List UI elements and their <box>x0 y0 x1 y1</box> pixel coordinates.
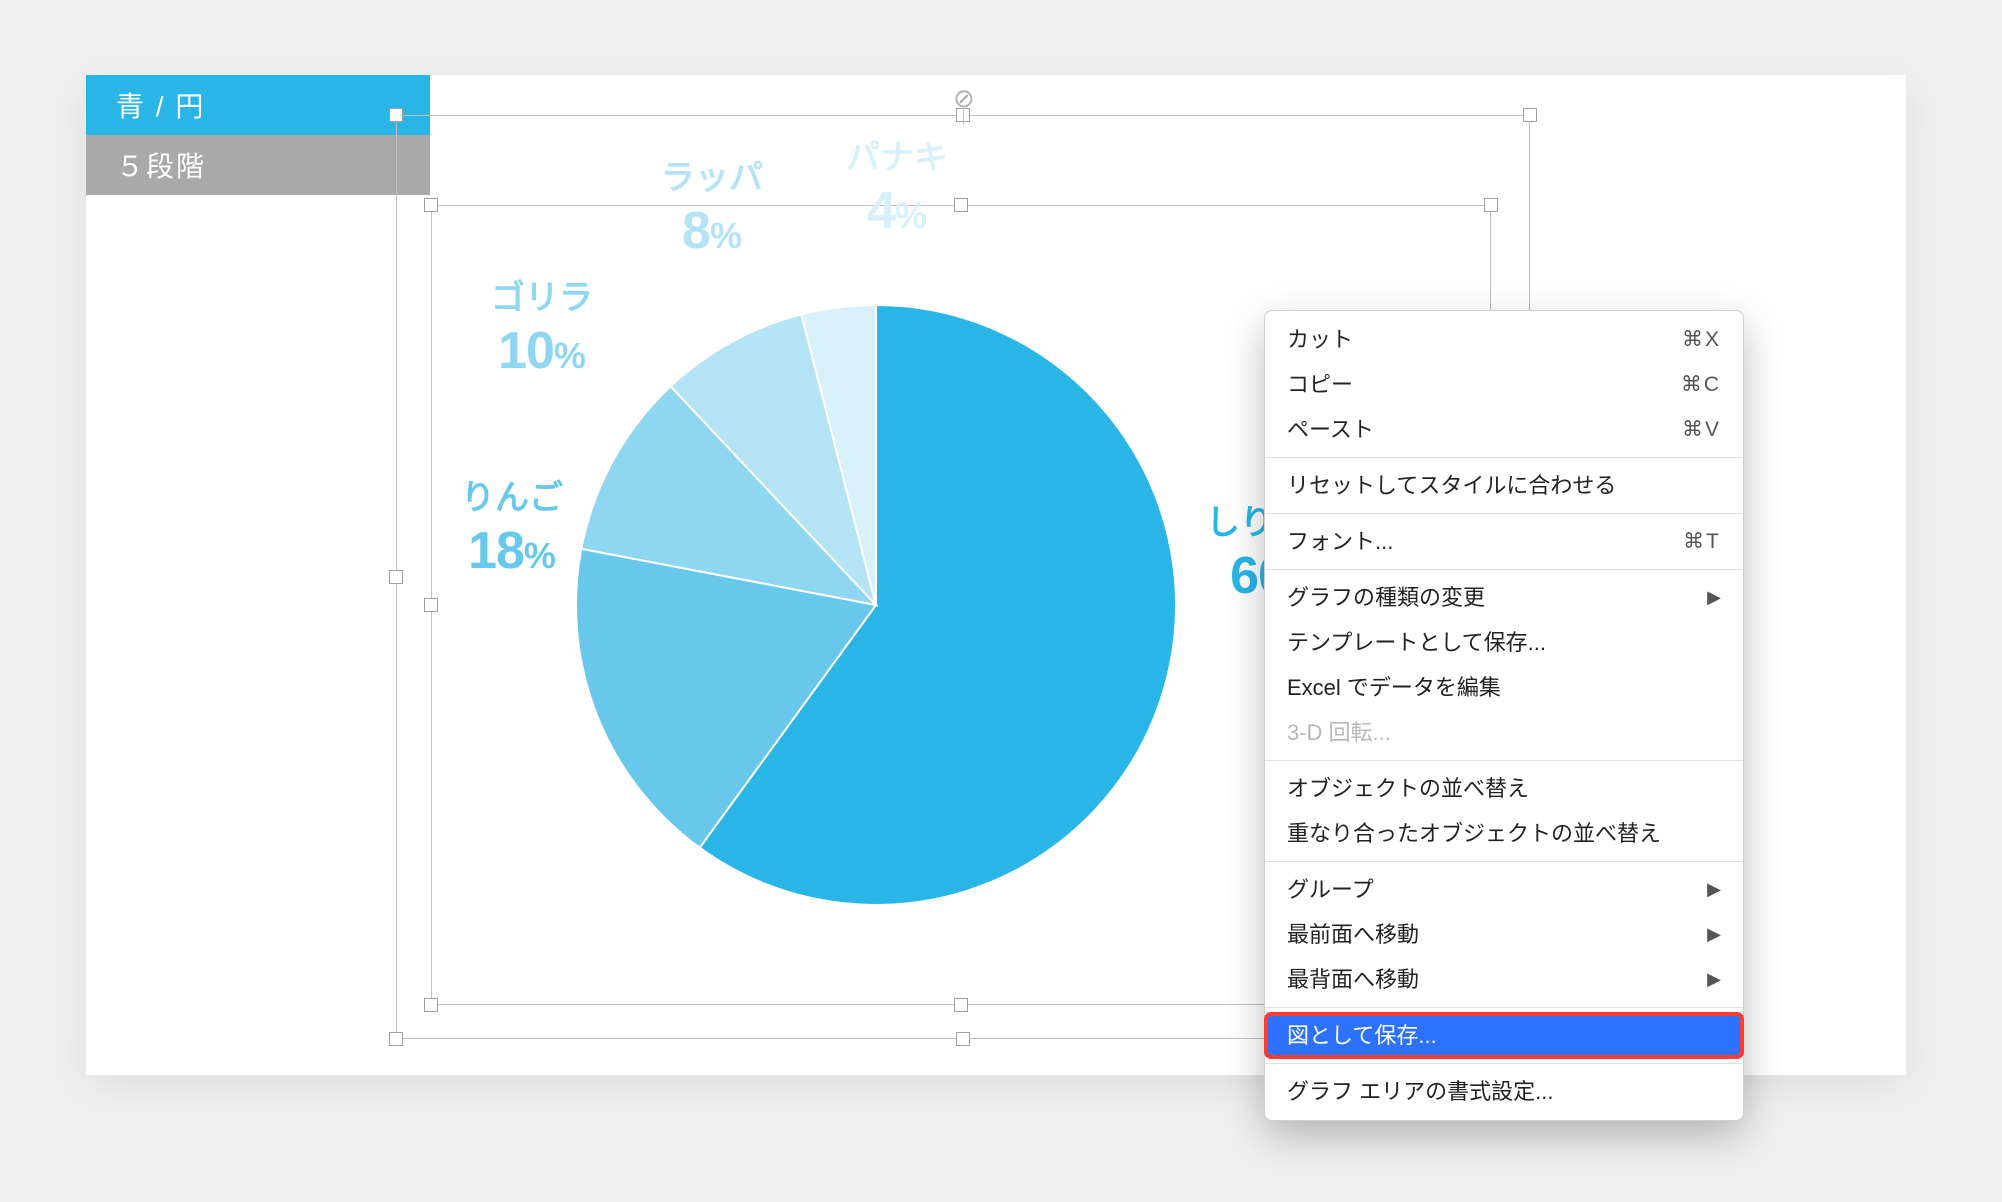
selection-handle[interactable] <box>389 108 403 122</box>
slice-name: ゴリラ <box>491 270 593 319</box>
pie-slice-label-4: パナキ4% <box>846 130 948 241</box>
selection-handle[interactable] <box>956 1032 970 1046</box>
selection-handle[interactable] <box>954 198 968 212</box>
submenu-arrow-icon: ▶ <box>1707 921 1721 948</box>
pie-slice-label-3: ラッパ8% <box>661 150 763 261</box>
context-menu-item-label: フォント... <box>1287 525 1393 558</box>
context-menu-item[interactable]: コピー ⌘C <box>1265 362 1743 407</box>
context-menu-item[interactable]: リセットしてスタイルに合わせる <box>1265 463 1743 508</box>
slice-name: パナキ <box>846 130 948 179</box>
context-menu-item-label: ペースト <box>1287 413 1374 446</box>
context-menu-item-label: 重なり合ったオブジェクトの並べ替え <box>1287 817 1661 850</box>
context-menu-item[interactable]: フォント... ⌘T <box>1265 519 1743 564</box>
context-menu-item[interactable]: グループ ▶ <box>1265 867 1743 912</box>
slice-name: ラッパ <box>661 150 763 199</box>
submenu-arrow-icon: ▶ <box>1707 584 1721 611</box>
slice-value: 10 <box>498 322 554 380</box>
context-menu-item-label: グラフの種類の変更 <box>1287 581 1485 614</box>
context-menu-item-label: カット <box>1287 323 1353 356</box>
context-menu-shortcut: ⌘X <box>1682 324 1721 356</box>
context-menu-shortcut: ⌘T <box>1683 526 1721 558</box>
context-menu-separator <box>1265 861 1743 862</box>
context-menu-separator <box>1265 1063 1743 1064</box>
selection-handle[interactable] <box>424 598 438 612</box>
context-menu-item[interactable]: 重なり合ったオブジェクトの並べ替え <box>1265 811 1743 856</box>
context-menu-item[interactable]: グラフの種類の変更 ▶ <box>1265 575 1743 620</box>
slice-percent: % <box>895 195 927 236</box>
context-menu-separator <box>1265 1007 1743 1008</box>
context-menu-item-label: 最前面へ移動 <box>1287 918 1419 951</box>
style-tabs: 青 / 円 ５段階 <box>86 75 430 195</box>
context-menu-item-label: グループ <box>1287 873 1374 906</box>
context-menu-item[interactable]: カット ⌘X <box>1265 317 1743 362</box>
context-menu-item-label: 最背面へ移動 <box>1287 963 1419 996</box>
selection-handle[interactable] <box>1484 198 1498 212</box>
context-menu[interactable]: カット ⌘X コピー ⌘C ペースト ⌘V リセットしてスタイルに合わせるフォント... ⌘T… <box>1264 310 1744 1121</box>
selection-handle[interactable] <box>1523 108 1537 122</box>
context-menu-item[interactable]: Excel でデータを編集 <box>1265 665 1743 710</box>
selection-handle[interactable] <box>389 570 403 584</box>
context-menu-item[interactable]: グラフ エリアの書式設定... <box>1265 1069 1743 1114</box>
slice-percent: % <box>710 215 742 256</box>
submenu-arrow-icon: ▶ <box>1707 876 1721 903</box>
pie-chart[interactable] <box>576 305 1176 905</box>
tab-label: 青 / 円 <box>116 85 205 125</box>
context-menu-separator <box>1265 760 1743 761</box>
selection-handle[interactable] <box>954 998 968 1012</box>
context-menu-item[interactable]: 最背面へ移動 ▶ <box>1265 957 1743 1002</box>
context-menu-item-label: オブジェクトの並べ替え <box>1287 772 1529 805</box>
pie-slice-label-2: ゴリラ10% <box>491 270 593 381</box>
slice-value: 8 <box>682 202 710 260</box>
context-menu-item[interactable]: 図として保存... <box>1265 1013 1743 1058</box>
selection-handle[interactable] <box>389 1032 403 1046</box>
context-menu-item[interactable]: 最前面へ移動 ▶ <box>1265 912 1743 957</box>
slice-value: 18 <box>468 522 524 580</box>
context-menu-item[interactable]: テンプレートとして保存... <box>1265 620 1743 665</box>
selection-handle[interactable] <box>424 998 438 1012</box>
tab-blue-pie[interactable]: 青 / 円 <box>86 75 430 135</box>
slice-percent: % <box>524 535 556 576</box>
tab-five-levels[interactable]: ５段階 <box>86 135 430 195</box>
context-menu-item-label: リセットしてスタイルに合わせる <box>1287 469 1616 502</box>
slice-percent: % <box>554 335 586 376</box>
context-menu-shortcut: ⌘C <box>1681 369 1721 401</box>
selection-handle[interactable] <box>424 198 438 212</box>
context-menu-separator <box>1265 513 1743 514</box>
submenu-arrow-icon: ▶ <box>1707 966 1721 993</box>
context-menu-item-label: 3-D 回転... <box>1287 716 1391 749</box>
context-menu-item: 3-D 回転... <box>1265 710 1743 755</box>
context-menu-item[interactable]: ペースト ⌘V <box>1265 407 1743 452</box>
context-menu-shortcut: ⌘V <box>1682 414 1721 446</box>
context-menu-item-label: コピー <box>1287 368 1353 401</box>
pie-slice-label-1: りんご18% <box>461 470 563 581</box>
context-menu-item[interactable]: オブジェクトの並べ替え <box>1265 766 1743 811</box>
context-menu-separator <box>1265 569 1743 570</box>
slice-name: りんご <box>461 470 563 519</box>
context-menu-item-label: テンプレートとして保存... <box>1287 626 1546 659</box>
tab-label: ５段階 <box>116 145 206 185</box>
context-menu-item-label: Excel でデータを編集 <box>1287 671 1501 704</box>
context-menu-item-label: グラフ エリアの書式設定... <box>1287 1075 1553 1108</box>
slice-value: 4 <box>867 182 895 240</box>
context-menu-separator <box>1265 457 1743 458</box>
context-menu-item-label: 図として保存... <box>1287 1019 1437 1052</box>
